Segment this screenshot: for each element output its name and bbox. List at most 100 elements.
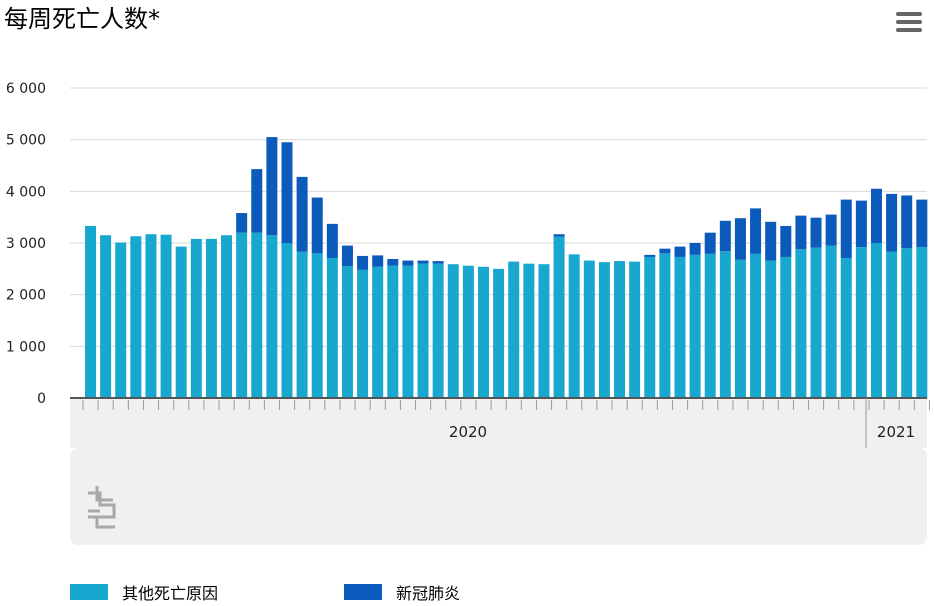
bar-other[interactable] [523,263,535,398]
bar-covid[interactable] [659,248,671,254]
bar-covid[interactable] [689,243,701,255]
bar-other[interactable] [493,268,505,398]
bar-other[interactable] [614,261,626,398]
bar-other[interactable] [477,266,489,398]
bar-other[interactable] [175,246,187,398]
bar-covid[interactable] [341,245,353,267]
bar-other[interactable] [855,247,867,398]
bar-other[interactable] [160,234,172,398]
bar-covid[interactable] [417,260,429,264]
bar-covid[interactable] [840,199,852,258]
bar-covid[interactable] [750,208,762,254]
bar-covid[interactable] [266,137,278,236]
bar-other[interactable] [689,254,701,398]
bar-covid[interactable] [780,225,792,257]
bar-other[interactable] [372,266,384,398]
bar-other[interactable] [100,235,112,398]
bar-covid[interactable] [296,176,308,252]
bar-covid[interactable] [372,255,384,267]
bar-covid[interactable] [553,234,565,237]
bar-covid[interactable] [810,217,822,248]
bar-covid[interactable] [901,195,913,249]
bar-other[interactable] [85,225,96,398]
x-axis-band [70,398,927,448]
bar-other[interactable] [553,236,565,398]
bar-other[interactable] [145,234,157,398]
bar-covid[interactable] [326,223,338,258]
bar-other[interactable] [508,261,520,398]
bar-covid[interactable] [765,221,777,261]
bar-other[interactable] [115,242,127,398]
bar-other[interactable] [583,260,595,398]
bar-covid[interactable] [644,254,656,257]
cbs-logo-icon [88,486,116,529]
bar-other[interactable] [780,256,792,398]
bar-other[interactable] [629,261,641,398]
bar-covid[interactable] [402,260,414,266]
year-label-2021: 2021 [877,423,915,441]
bar-other[interactable] [795,249,807,398]
bar-other[interactable] [886,251,898,398]
legend-item-other[interactable]: 其他死亡原因 [70,582,218,603]
bar-other[interactable] [750,253,762,398]
bar-covid[interactable] [825,214,837,246]
bar-other[interactable] [598,262,610,398]
legend-swatch-covid [344,584,382,600]
bar-other[interactable] [296,251,308,398]
chart-title: 每周死亡人数* [4,5,160,33]
legend-item-covid[interactable]: 新冠肺炎 [344,582,461,603]
bar-other[interactable] [538,264,550,398]
bar-other[interactable] [734,259,746,398]
bar-covid[interactable] [387,259,399,266]
bar-other[interactable] [311,253,323,398]
bar-covid[interactable] [251,169,263,233]
bar-covid[interactable] [855,200,867,248]
bar-other[interactable] [447,264,459,398]
bar-covid[interactable] [674,246,686,257]
bar-other[interactable] [659,253,671,398]
bar-other[interactable] [674,256,686,398]
bar-other[interactable] [357,269,369,398]
bar-covid[interactable] [734,218,746,260]
bar-other[interactable] [870,243,882,398]
bar-other[interactable] [266,235,278,398]
bar-other[interactable] [221,235,233,398]
bar-other[interactable] [130,236,142,398]
y-tick-label: 3 000 [6,236,46,252]
bar-other[interactable] [432,263,444,398]
bar-covid[interactable] [795,215,807,250]
bar-other[interactable] [765,260,777,398]
bar-covid[interactable] [886,193,898,252]
bar-covid[interactable] [311,197,323,254]
bar-covid[interactable] [719,220,731,252]
bar-other[interactable] [916,247,928,398]
bar-other[interactable] [236,232,248,398]
bar-other[interactable] [387,265,399,398]
bar-covid[interactable] [236,213,248,233]
hamburger-menu-icon[interactable] [896,10,924,34]
bar-other[interactable] [281,243,293,398]
bar-other[interactable] [810,247,822,398]
bar-other[interactable] [251,232,263,398]
bar-covid[interactable] [704,232,716,254]
bar-other[interactable] [704,253,716,398]
bar-other[interactable] [417,263,429,398]
bar-other[interactable] [205,238,217,398]
bar-covid[interactable] [870,188,882,243]
bar-covid[interactable] [916,199,928,248]
bar-other[interactable] [462,265,474,398]
legend-label-covid: 新冠肺炎 [396,584,461,603]
bar-other[interactable] [190,238,202,398]
bar-other[interactable] [341,266,353,398]
bar-covid[interactable] [357,255,369,270]
bar-other[interactable] [825,245,837,398]
bar-other[interactable] [644,256,656,398]
bar-other[interactable] [568,254,580,398]
bar-other[interactable] [326,257,338,398]
bar-other[interactable] [719,251,731,398]
bar-other[interactable] [840,257,852,398]
bar-other[interactable] [402,265,414,398]
bar-covid[interactable] [432,261,444,264]
bar-other[interactable] [901,248,913,398]
bar-covid[interactable] [281,142,293,243]
